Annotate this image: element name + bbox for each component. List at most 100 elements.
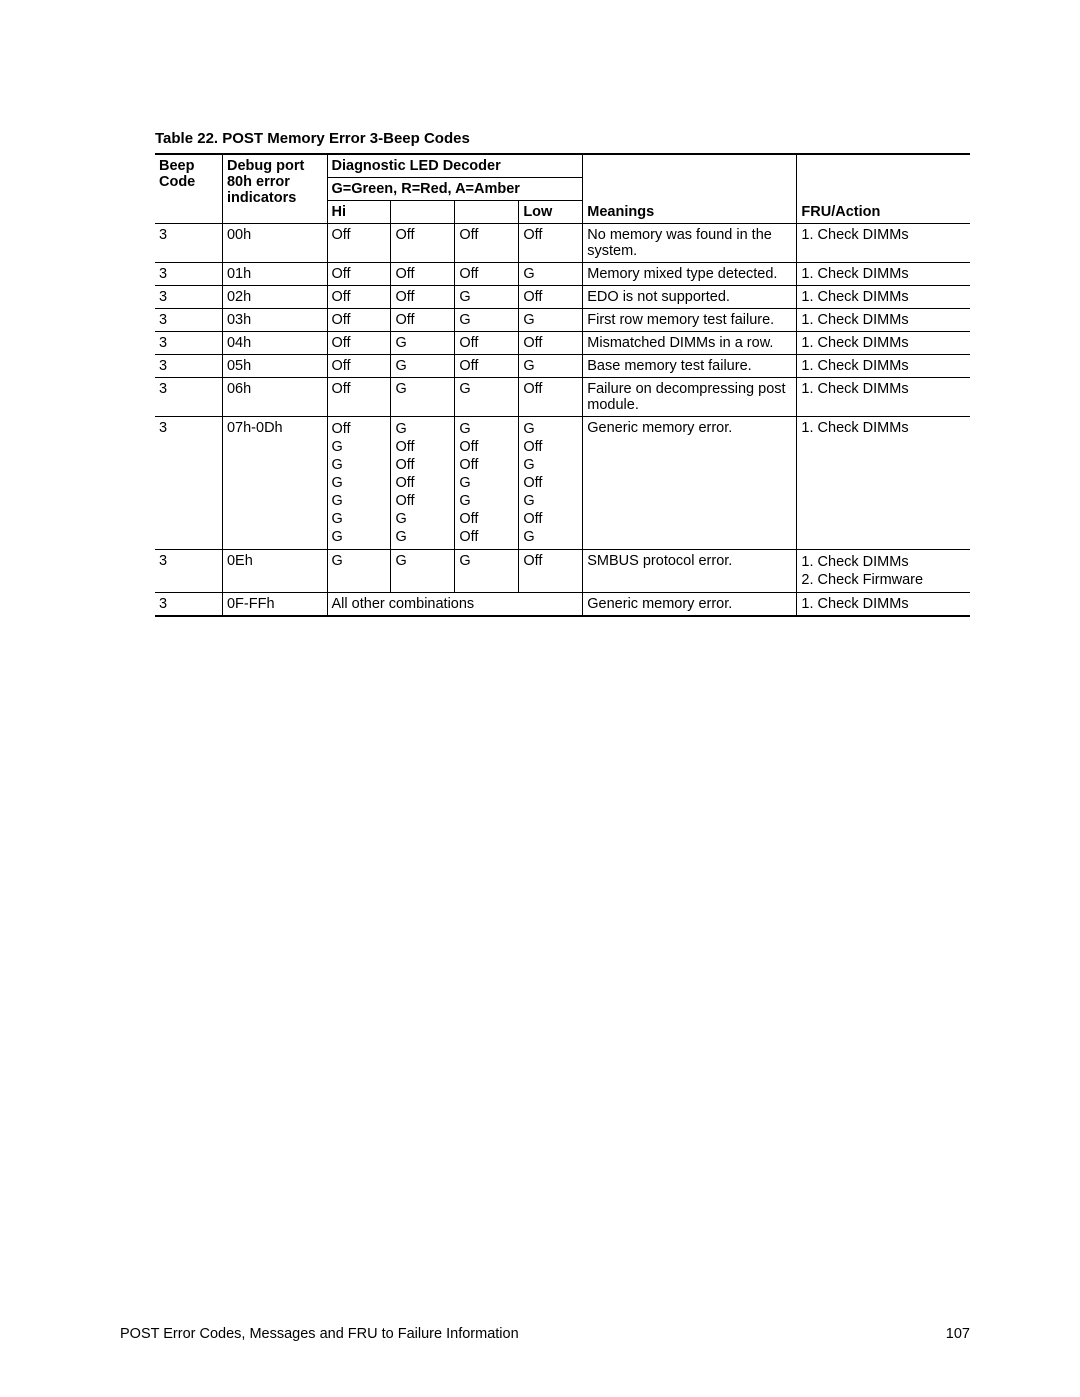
led-val: G (395, 510, 448, 528)
cell-led: Off (519, 550, 583, 593)
cell-led: G (391, 332, 455, 355)
led-val: G (332, 510, 385, 528)
led-val: G (395, 420, 448, 438)
cell-led: Off (327, 309, 391, 332)
cell-debug: 02h (222, 286, 327, 309)
led-val: G (332, 438, 385, 456)
fru-line: 2. Check Firmware (801, 571, 964, 589)
cell-led: Off (327, 378, 391, 417)
cell-meaning: Memory mixed type detected. (583, 263, 797, 286)
cell-led: Off (519, 224, 583, 263)
cell-led: G (455, 550, 519, 593)
cell-led: G (455, 378, 519, 417)
cell-meaning: Generic memory error. (583, 593, 797, 617)
cell-led: Off (327, 355, 391, 378)
cell-led: G (391, 355, 455, 378)
fru-line: 1. Check DIMMs (801, 553, 964, 571)
cell-led: Off (391, 286, 455, 309)
cell-meaning: Base memory test failure. (583, 355, 797, 378)
cell-fru: 1. Check DIMMs (797, 355, 970, 378)
cell-led: Off (327, 263, 391, 286)
cell-beep: 3 (155, 309, 222, 332)
cell-led: Off (519, 286, 583, 309)
led-val: Off (459, 510, 512, 528)
footer-left: POST Error Codes, Messages and FRU to Fa… (120, 1326, 519, 1342)
led-val: G (523, 528, 576, 546)
cell-beep: 3 (155, 332, 222, 355)
cell-led: G (455, 286, 519, 309)
cell-led-col2: G Off Off G G Off Off (455, 417, 519, 550)
cell-led-col3: G Off G Off G Off G (519, 417, 583, 550)
cell-fru: 1. Check DIMMs 2. Check Firmware (797, 550, 970, 593)
cell-beep: 3 (155, 355, 222, 378)
header-beep: Beep Code (155, 154, 222, 224)
cell-debug: 04h (222, 332, 327, 355)
cell-led: Off (327, 286, 391, 309)
cell-led: Off (327, 224, 391, 263)
cell-debug: 07h-0Dh (222, 417, 327, 550)
cell-led: Off (519, 378, 583, 417)
cell-debug: 03h (222, 309, 327, 332)
cell-beep: 3 (155, 417, 222, 550)
led-val: G (332, 528, 385, 546)
header-meanings: Meanings (583, 154, 797, 224)
cell-led: G (519, 263, 583, 286)
led-val: G (459, 474, 512, 492)
cell-led: Off (391, 309, 455, 332)
cell-led-col0: Off G G G G G G (327, 417, 391, 550)
header-low: Low (519, 201, 583, 224)
cell-meaning: Generic memory error. (583, 417, 797, 550)
led-val: G (523, 456, 576, 474)
cell-led: G (327, 550, 391, 593)
cell-beep: 3 (155, 224, 222, 263)
cell-debug: 01h (222, 263, 327, 286)
cell-led: G (455, 309, 519, 332)
led-val: Off (459, 528, 512, 546)
cell-led: Off (391, 224, 455, 263)
header-debug: Debug port 80h error indicators (222, 154, 327, 224)
cell-debug: 00h (222, 224, 327, 263)
cell-meaning: First row memory test failure. (583, 309, 797, 332)
led-val: Off (395, 456, 448, 474)
footer-page-number: 107 (946, 1326, 970, 1342)
cell-led-col1: G Off Off Off Off G G (391, 417, 455, 550)
led-val: G (523, 492, 576, 510)
cell-beep: 3 (155, 286, 222, 309)
led-val: G (332, 474, 385, 492)
header-hi: Hi (327, 201, 391, 224)
cell-debug: 05h (222, 355, 327, 378)
led-val: G (459, 492, 512, 510)
header-decoder-legend: G=Green, R=Red, A=Amber (327, 178, 583, 201)
table-title: Table 22. POST Memory Error 3-Beep Codes (155, 130, 970, 147)
cell-debug: 06h (222, 378, 327, 417)
cell-fru: 1. Check DIMMs (797, 224, 970, 263)
cell-meaning: EDO is not supported. (583, 286, 797, 309)
cell-led: Off (391, 263, 455, 286)
cell-led: Off (455, 224, 519, 263)
led-val: G (395, 528, 448, 546)
cell-meaning: Failure on decompressing post module. (583, 378, 797, 417)
cell-led: G (391, 550, 455, 593)
cell-fru: 1. Check DIMMs (797, 286, 970, 309)
cell-beep: 3 (155, 378, 222, 417)
led-val: Off (459, 456, 512, 474)
cell-beep: 3 (155, 593, 222, 617)
cell-fru: 1. Check DIMMs (797, 417, 970, 550)
led-val: G (523, 420, 576, 438)
led-val: G (459, 420, 512, 438)
page-footer: POST Error Codes, Messages and FRU to Fa… (120, 1326, 970, 1342)
cell-meaning: Mismatched DIMMs in a row. (583, 332, 797, 355)
page: Table 22. POST Memory Error 3-Beep Codes… (0, 0, 1080, 1397)
header-fru: FRU/Action (797, 154, 970, 224)
led-val: Off (395, 474, 448, 492)
led-val: Off (523, 438, 576, 456)
cell-debug: 0Eh (222, 550, 327, 593)
led-val: Off (395, 492, 448, 510)
cell-meaning: No memory was found in the system. (583, 224, 797, 263)
header-blank2 (455, 201, 519, 224)
cell-beep: 3 (155, 550, 222, 593)
cell-fru: 1. Check DIMMs (797, 332, 970, 355)
cell-led: Off (327, 332, 391, 355)
cell-fru: 1. Check DIMMs (797, 593, 970, 617)
led-val: Off (395, 438, 448, 456)
